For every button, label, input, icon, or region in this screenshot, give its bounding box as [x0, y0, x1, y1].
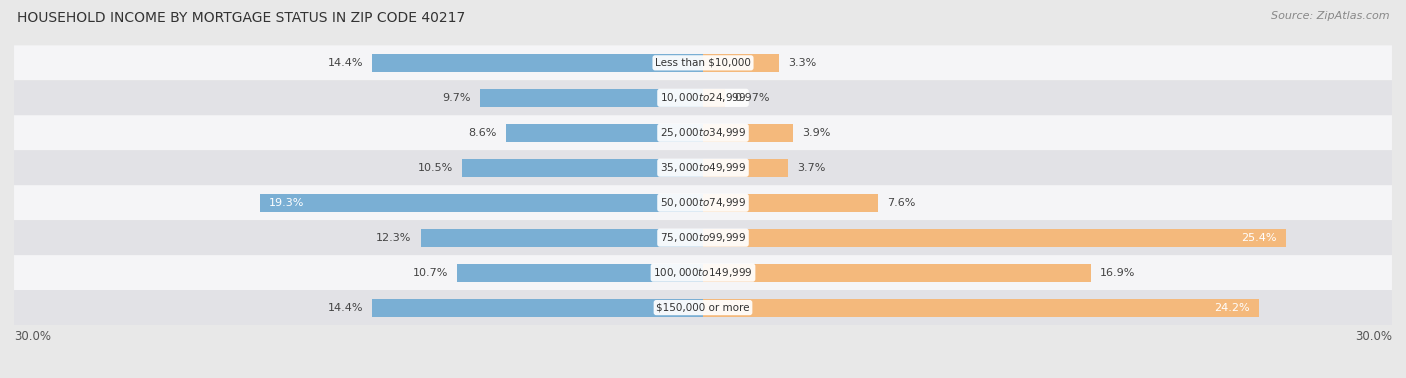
- Text: 19.3%: 19.3%: [269, 198, 304, 208]
- Text: 25.4%: 25.4%: [1241, 233, 1277, 243]
- Text: 16.9%: 16.9%: [1101, 268, 1136, 277]
- Text: 12.3%: 12.3%: [375, 233, 412, 243]
- Bar: [420, 229, 703, 247]
- Text: 14.4%: 14.4%: [328, 58, 363, 68]
- Text: $100,000 to $149,999: $100,000 to $149,999: [654, 266, 752, 279]
- FancyBboxPatch shape: [14, 115, 1392, 150]
- Bar: [703, 124, 793, 142]
- Text: $75,000 to $99,999: $75,000 to $99,999: [659, 231, 747, 244]
- Legend: Without Mortgage, With Mortgage: Without Mortgage, With Mortgage: [572, 375, 834, 378]
- Text: 9.7%: 9.7%: [443, 93, 471, 103]
- Bar: [703, 229, 1286, 247]
- Text: $10,000 to $24,999: $10,000 to $24,999: [659, 91, 747, 104]
- Text: 10.7%: 10.7%: [413, 268, 449, 277]
- FancyBboxPatch shape: [14, 290, 1392, 325]
- Bar: [703, 194, 877, 212]
- Text: 3.3%: 3.3%: [787, 58, 817, 68]
- Text: $35,000 to $49,999: $35,000 to $49,999: [659, 161, 747, 174]
- Bar: [481, 89, 703, 107]
- FancyBboxPatch shape: [14, 45, 1392, 81]
- Text: 24.2%: 24.2%: [1213, 303, 1250, 313]
- Text: Source: ZipAtlas.com: Source: ZipAtlas.com: [1271, 11, 1389, 21]
- Bar: [703, 89, 725, 107]
- Text: 0.97%: 0.97%: [734, 93, 770, 103]
- Text: 3.7%: 3.7%: [797, 163, 825, 173]
- Text: $50,000 to $74,999: $50,000 to $74,999: [659, 196, 747, 209]
- FancyBboxPatch shape: [14, 150, 1392, 185]
- Bar: [703, 299, 1258, 317]
- Text: $25,000 to $34,999: $25,000 to $34,999: [659, 126, 747, 139]
- Text: Less than $10,000: Less than $10,000: [655, 58, 751, 68]
- Bar: [703, 159, 787, 177]
- Text: 10.5%: 10.5%: [418, 163, 453, 173]
- FancyBboxPatch shape: [14, 185, 1392, 220]
- Text: $150,000 or more: $150,000 or more: [657, 303, 749, 313]
- Text: 14.4%: 14.4%: [328, 303, 363, 313]
- Text: HOUSEHOLD INCOME BY MORTGAGE STATUS IN ZIP CODE 40217: HOUSEHOLD INCOME BY MORTGAGE STATUS IN Z…: [17, 11, 465, 25]
- Text: 30.0%: 30.0%: [1355, 330, 1392, 343]
- Bar: [260, 194, 703, 212]
- FancyBboxPatch shape: [14, 220, 1392, 255]
- Bar: [506, 124, 703, 142]
- FancyBboxPatch shape: [14, 255, 1392, 290]
- Bar: [703, 54, 779, 72]
- Text: 7.6%: 7.6%: [887, 198, 915, 208]
- Bar: [373, 299, 703, 317]
- Text: 30.0%: 30.0%: [14, 330, 51, 343]
- Bar: [457, 263, 703, 282]
- FancyBboxPatch shape: [14, 81, 1392, 115]
- Text: 8.6%: 8.6%: [468, 128, 496, 138]
- Bar: [461, 159, 703, 177]
- Bar: [373, 54, 703, 72]
- Text: 3.9%: 3.9%: [801, 128, 830, 138]
- Bar: [703, 263, 1091, 282]
